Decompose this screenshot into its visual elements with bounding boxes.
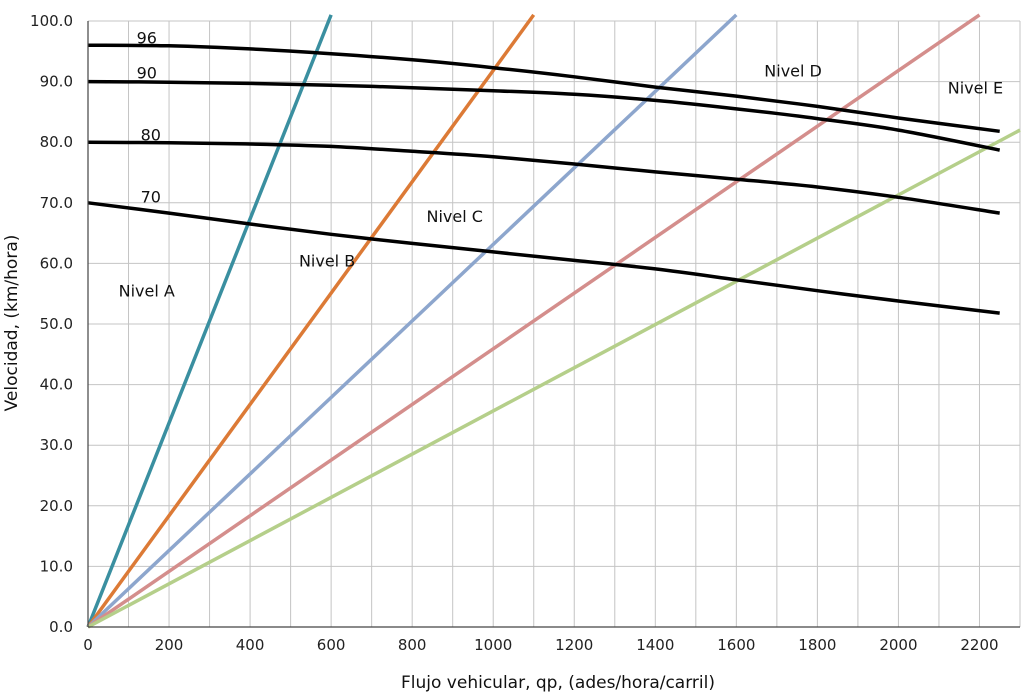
x-tick-label: 1400 — [636, 636, 674, 654]
speed-curve-label: 70 — [141, 188, 161, 207]
level-label: Nivel B — [299, 251, 355, 270]
speed-curve-label: 90 — [137, 64, 157, 83]
level-label: Nivel A — [119, 282, 175, 301]
level-boundary-line-2 — [86, 13, 536, 629]
y-tick-label: 0.0 — [49, 618, 73, 636]
y-tick-label: 50.0 — [40, 315, 73, 333]
x-tick-label: 600 — [317, 636, 346, 654]
speed-curve-90 — [87, 79, 1001, 152]
speed-curve-70 — [87, 201, 1000, 315]
speed-curves — [87, 43, 1001, 315]
x-tick-label: 1000 — [474, 636, 512, 654]
grid — [88, 20, 1021, 627]
x-tick-label: 1800 — [798, 636, 836, 654]
y-tick-label: 30.0 — [40, 436, 73, 454]
y-tick-label: 40.0 — [40, 376, 73, 394]
x-tick-labels: 0 200 400 600 800 1000 1200 1400 1600 1800 2000 220… — [83, 636, 998, 654]
level-boundary-line-1 — [86, 14, 333, 628]
level-label: Nivel E — [948, 79, 1003, 98]
y-tick-label: 60.0 — [40, 254, 73, 272]
level-boundary-line-4 — [87, 13, 981, 629]
x-tick-label: 1200 — [555, 636, 593, 654]
y-tick-label: 100.0 — [30, 12, 73, 30]
y-tick-label: 80.0 — [40, 133, 73, 151]
level-boundary-line-5 — [87, 128, 1021, 629]
x-tick-label: 200 — [155, 636, 184, 654]
level-boundary-lines — [86, 13, 1021, 629]
x-tick-label: 0 — [83, 636, 93, 654]
level-label: Nivel C — [427, 207, 483, 226]
x-tick-label: 2000 — [879, 636, 917, 654]
y-tick-labels: 0.0 10.0 20.0 30.0 40.0 50.0 60.0 70.0 80.0 90.0 1… — [30, 12, 73, 636]
annotations: Nivel A Nivel B Nivel C Nivel D Nivel E 96 90 8… — [119, 28, 1003, 300]
speed-curve-label: 96 — [137, 28, 157, 47]
x-axis-title: Flujo vehicular, qp, (ades/hora/carril) — [401, 673, 715, 693]
speed-curve-96 — [87, 43, 1000, 134]
level-label: Nivel D — [764, 62, 822, 81]
axes — [87, 21, 1020, 628]
y-tick-label: 70.0 — [40, 194, 73, 212]
x-tick-label: 2200 — [960, 636, 998, 654]
y-axis-title: Velocidad, (km/hora) — [2, 235, 22, 412]
speed-curve-80 — [87, 140, 1000, 215]
y-tick-label: 90.0 — [40, 73, 73, 91]
x-tick-label: 400 — [236, 636, 265, 654]
x-tick-label: 1600 — [717, 636, 755, 654]
y-tick-label: 10.0 — [40, 557, 73, 575]
level-boundary-line-3 — [86, 13, 738, 629]
x-tick-label: 800 — [398, 636, 427, 654]
speed-curve-label: 80 — [141, 125, 161, 144]
y-tick-label: 20.0 — [40, 497, 73, 515]
